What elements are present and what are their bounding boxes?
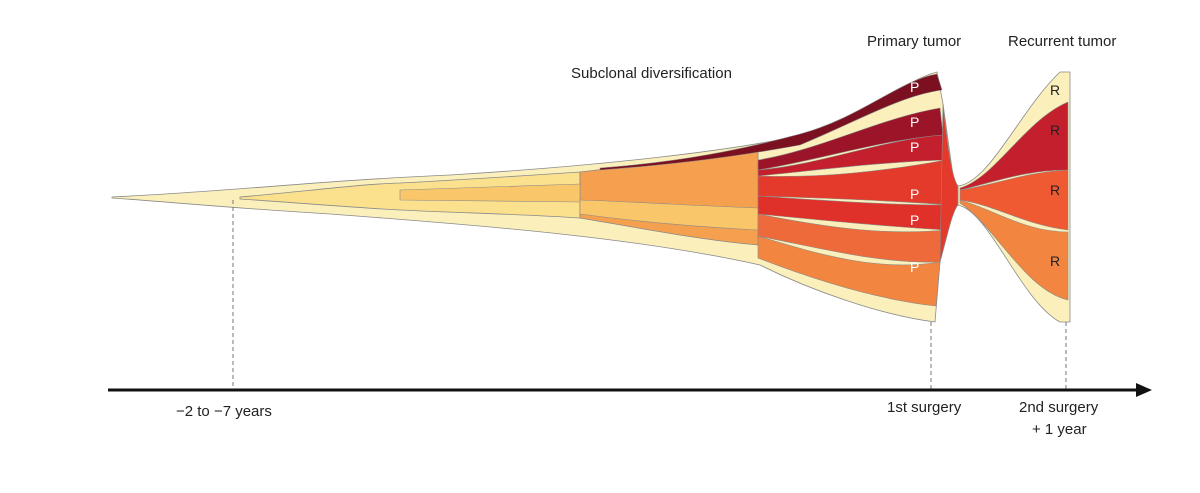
- first-surgery-label: 1st surgery: [887, 399, 962, 416]
- recurrent-clone-tags: R R R R: [1050, 82, 1060, 269]
- clone-tag-p: P: [910, 139, 919, 155]
- clone-tag-r: R: [1050, 253, 1060, 269]
- band-orange-late: [757, 235, 941, 307]
- clone-tag-p: P: [910, 186, 919, 202]
- recurrent-band-orange-red: [959, 169, 1069, 231]
- second-surgery-label: 2nd surgery: [1019, 399, 1099, 416]
- clone-tag-p: P: [910, 114, 919, 130]
- recurrent-band-orange: [959, 199, 1069, 301]
- primary-tumor-fishplot: [111, 71, 959, 323]
- clone-tag-p: P: [910, 259, 919, 275]
- timeline-start-label: −2 to −7 years: [176, 403, 272, 420]
- primary-clone-tags: P P P P P P: [910, 79, 919, 275]
- clone-tag-p: P: [910, 212, 919, 228]
- clone-tag-r: R: [1050, 122, 1060, 138]
- recurrent-tumor-label: Recurrent tumor: [1008, 33, 1116, 50]
- clone-tag-r: R: [1050, 182, 1060, 198]
- time-axis: [108, 383, 1152, 397]
- clone-tag-r: R: [1050, 82, 1060, 98]
- primary-tumor-label: Primary tumor: [867, 33, 961, 50]
- subclonal-label: Subclonal diversification: [571, 65, 732, 82]
- bottleneck: [939, 103, 959, 263]
- clone-tag-p: P: [910, 79, 919, 95]
- time-axis-arrowhead: [1136, 383, 1152, 397]
- recurrent-band-crimson: [959, 101, 1069, 191]
- second-surgery-offset-label: + 1 year: [1032, 421, 1087, 438]
- band-maroon: [599, 73, 943, 171]
- recurrent-tumor-fishplot: [957, 71, 1071, 323]
